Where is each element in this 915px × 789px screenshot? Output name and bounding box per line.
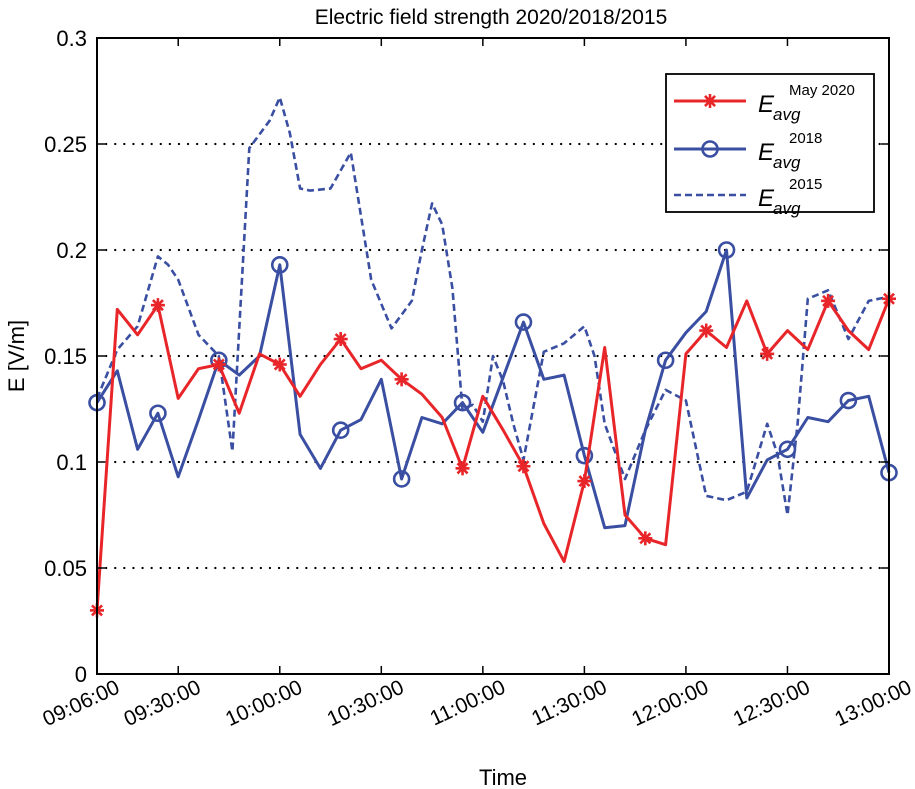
data-point bbox=[575, 446, 594, 465]
marker-stroke bbox=[704, 95, 716, 107]
legend-label-sup: May 2020 bbox=[789, 82, 855, 99]
marker-stroke bbox=[639, 532, 652, 545]
y-tick-label: 0.05 bbox=[44, 556, 87, 581]
legend-label: E bbox=[758, 185, 775, 212]
x-tick-label: 11:30:00 bbox=[528, 676, 610, 731]
x-tick-label: 12:30:00 bbox=[730, 676, 814, 731]
data-point bbox=[392, 470, 411, 488]
axis-ticks bbox=[96, 37, 890, 675]
data-point bbox=[821, 293, 836, 308]
y-tick-label: 0.25 bbox=[44, 132, 87, 157]
data-point bbox=[778, 440, 797, 459]
data-point bbox=[717, 241, 736, 259]
legend-marker bbox=[701, 140, 719, 158]
legend-label-sub: avg bbox=[773, 105, 801, 124]
data-point bbox=[455, 461, 470, 476]
y-tick-label: 0.1 bbox=[56, 450, 87, 475]
data-point bbox=[514, 313, 533, 331]
y-tick-label: 0.15 bbox=[44, 344, 87, 369]
data-point bbox=[272, 357, 287, 372]
data-point bbox=[394, 372, 409, 387]
series-line bbox=[95, 248, 891, 530]
marker-stroke bbox=[761, 347, 774, 360]
legend-box bbox=[665, 73, 875, 213]
legend-label-sub: avg bbox=[773, 199, 801, 218]
marker-stroke bbox=[456, 462, 469, 475]
x-tick-label: 10:00:00 bbox=[222, 676, 306, 731]
series-line bbox=[95, 298, 891, 611]
marker-stroke bbox=[273, 358, 286, 371]
marker-stroke bbox=[151, 299, 164, 312]
x-axis-label: Time bbox=[479, 765, 527, 789]
data-point bbox=[270, 256, 289, 274]
y-tick-label: 0.3 bbox=[56, 26, 87, 51]
legend-marker bbox=[703, 94, 717, 108]
data-point bbox=[150, 298, 165, 313]
marker-stroke bbox=[212, 358, 225, 371]
data-point bbox=[333, 332, 348, 347]
data-point bbox=[638, 531, 653, 546]
data-point bbox=[577, 474, 592, 489]
marker-stroke bbox=[700, 324, 713, 337]
legend-label: E bbox=[758, 91, 775, 118]
legend-label-sup: 2015 bbox=[789, 176, 822, 193]
data-point bbox=[453, 393, 472, 412]
chart-title: Electric field strength 2020/2018/2015 bbox=[315, 6, 668, 29]
data-point bbox=[699, 323, 714, 338]
x-tick-label: 09:30:00 bbox=[121, 676, 205, 731]
legend-label: E bbox=[758, 139, 775, 166]
series-1 bbox=[88, 241, 898, 530]
data-point bbox=[839, 391, 858, 410]
data-point bbox=[331, 421, 350, 440]
legend-label-sup: 2018 bbox=[789, 130, 822, 147]
marker-stroke bbox=[578, 475, 591, 488]
data-point bbox=[211, 357, 226, 372]
y-tick-labels: 0 0.05 0.1 0.15 0.2 0.25 0.3 bbox=[44, 26, 87, 687]
y-axis-label: E [V/m] bbox=[4, 320, 29, 392]
legend-label-sub: avg bbox=[773, 153, 801, 172]
marker-stroke bbox=[822, 294, 835, 307]
y-tick-label: 0.2 bbox=[56, 238, 87, 263]
x-tick-label: 12:00:00 bbox=[628, 676, 712, 731]
data-point bbox=[149, 404, 167, 423]
marker-stroke bbox=[334, 333, 347, 345]
x-tick-label: 11:00:00 bbox=[427, 676, 509, 731]
data-point bbox=[656, 351, 675, 370]
y-tick-label: 0 bbox=[75, 662, 87, 687]
marker-stroke bbox=[395, 373, 408, 386]
data-point bbox=[516, 459, 531, 474]
marker-stroke bbox=[517, 460, 530, 473]
x-tick-label: 13:00:00 bbox=[831, 676, 915, 731]
data-point bbox=[760, 346, 775, 361]
x-tick-label: 10:30:00 bbox=[324, 676, 408, 731]
